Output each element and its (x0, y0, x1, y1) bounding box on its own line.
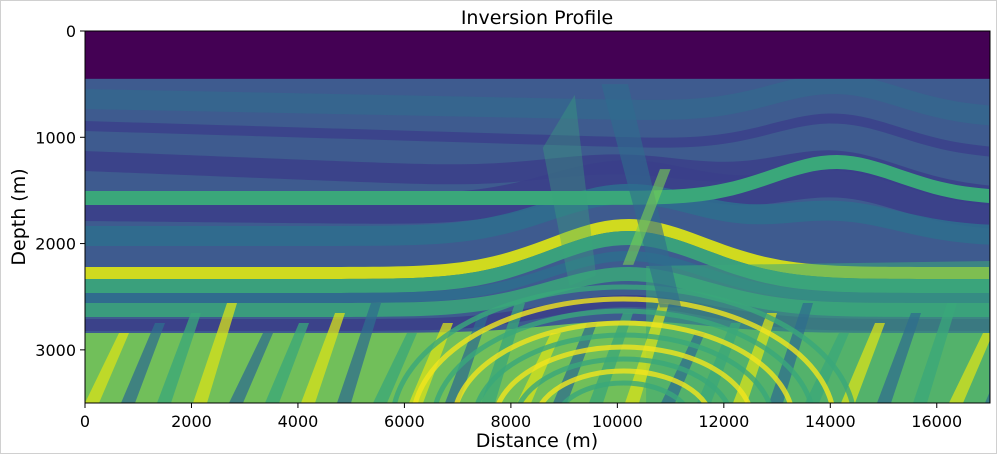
x-axis-ticks: 0 2000 4000 6000 8000 10000 12000 14000 16000 (80, 403, 962, 431)
x-tick-label: 8000 (491, 412, 532, 431)
x-tick-label: 16000 (911, 412, 962, 431)
y-axis-label: Depth (m) (8, 168, 30, 265)
x-tick-label: 14000 (805, 412, 856, 431)
y-tick-label: 3000 (35, 341, 76, 360)
y-axis-ticks: 0 1000 2000 3000 (35, 22, 85, 360)
central-anticline (392, 284, 855, 403)
shallow-layer-2 (85, 113, 989, 157)
y-tick-label: 2000 (35, 235, 76, 254)
x-tick-label: 0 (80, 412, 90, 431)
shallow-layer-1 (85, 74, 989, 126)
bright-reflector-upper (85, 219, 989, 279)
fault-zone (542, 84, 682, 308)
x-tick-label: 4000 (278, 412, 319, 431)
chart-title: Inversion Profile (461, 7, 613, 29)
heatmap-field (85, 31, 990, 403)
x-tick-label: 12000 (698, 412, 749, 431)
x-tick-label: 10000 (592, 412, 643, 431)
x-axis-label: Distance (m) (476, 430, 598, 452)
plot-frame (84, 30, 991, 404)
right-deep-layer (646, 261, 990, 403)
mid-layer-teal (85, 183, 989, 246)
y-tick-label: 0 (66, 22, 76, 41)
y-tick-label: 1000 (35, 128, 76, 147)
x-tick-label: 2000 (171, 412, 212, 431)
water-layer (85, 31, 990, 79)
right-green-layer (85, 155, 989, 205)
x-tick-label: 6000 (384, 412, 425, 431)
